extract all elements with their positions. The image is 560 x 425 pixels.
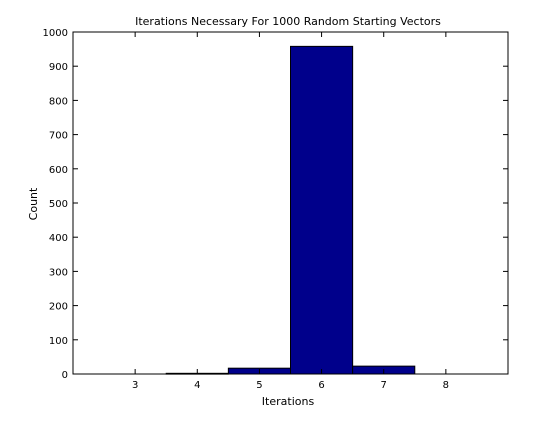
y-axis-label: Count xyxy=(27,187,40,220)
y-tick-label: 200 xyxy=(49,302,68,313)
y-tick-label: 100 xyxy=(49,336,68,347)
x-axis-label: Iterations xyxy=(262,395,315,408)
y-tick-label: 800 xyxy=(49,96,68,107)
x-tick-label: 5 xyxy=(256,380,262,391)
x-tick-label: 4 xyxy=(194,380,200,391)
x-tick-label: 7 xyxy=(381,380,387,391)
bar-6 xyxy=(290,45,354,375)
y-tick-label: 600 xyxy=(49,165,68,176)
bars-group xyxy=(165,45,416,375)
x-tick-label: 6 xyxy=(318,380,324,391)
y-tick-label: 500 xyxy=(49,199,68,210)
y-tick-label: 900 xyxy=(49,62,68,73)
y-tick-label: 400 xyxy=(49,233,68,244)
y-tick-label: 700 xyxy=(49,131,68,142)
y-tick-label: 0 xyxy=(62,370,68,381)
x-tick-label: 8 xyxy=(443,380,449,391)
chart-title: Iterations Necessary For 1000 Random Sta… xyxy=(135,15,441,28)
y-tick-label: 300 xyxy=(49,267,68,278)
x-tick-label: 3 xyxy=(132,380,138,391)
axis-ticks: 3 4 5 6 7 8 0 100 200 300 400 500 600 700 800 900 1000 xyxy=(43,28,508,391)
y-tick-label: 1000 xyxy=(43,28,68,39)
